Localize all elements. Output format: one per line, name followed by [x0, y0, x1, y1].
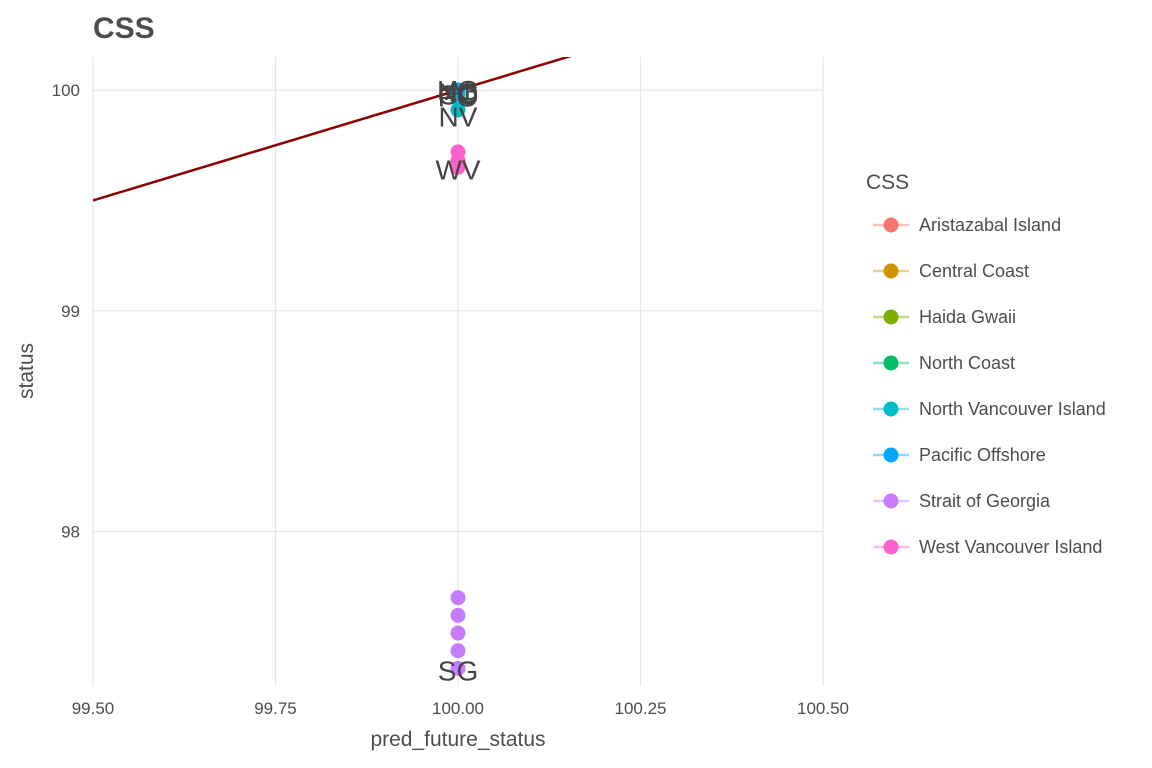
legend-label: Pacific Offshore — [919, 445, 1046, 465]
legend-key-point — [883, 309, 899, 325]
legend-key-point — [883, 447, 899, 463]
legend-item: Strait of Georgia — [873, 491, 1051, 511]
point-label: HG — [437, 75, 479, 106]
x-tick-label: 99.75 — [254, 699, 297, 718]
data-point — [450, 82, 466, 98]
data-point — [450, 102, 466, 118]
legend: CSS Aristazabal Island Central Coast Haida… — [866, 171, 1106, 557]
chart-title: CSS — [93, 12, 155, 45]
legend-key-point — [883, 355, 899, 371]
data-points — [450, 82, 466, 676]
legend-label: North Coast — [919, 353, 1015, 373]
data-point — [450, 590, 466, 606]
point-label: SG — [438, 656, 478, 687]
point-label: WV — [435, 155, 480, 186]
data-point — [450, 159, 466, 175]
y-tick-label: 100 — [52, 81, 80, 100]
legend-label: Strait of Georgia — [919, 491, 1051, 511]
data-point — [450, 607, 466, 623]
legend-key-point — [883, 539, 899, 555]
x-tick-label: 100.00 — [432, 699, 484, 718]
x-axis-ticks: 99.50 99.75 100.00 100.25 100.50 — [72, 699, 849, 718]
x-axis-title: pred_future_status — [370, 728, 545, 751]
x-tick-label: 100.25 — [615, 699, 667, 718]
legend-label: North Vancouver Island — [919, 399, 1106, 419]
data-point — [450, 643, 466, 659]
y-tick-label: 98 — [61, 523, 80, 542]
legend-key-point — [883, 401, 899, 417]
point-label: PO — [438, 82, 478, 113]
legend-key-point — [883, 263, 899, 279]
point-label: CC — [438, 80, 478, 111]
legend-item: North Vancouver Island — [873, 399, 1106, 419]
legend-label: Aristazabal Island — [919, 215, 1061, 235]
legend-item: Central Coast — [873, 261, 1029, 281]
legend-item: Pacific Offshore — [873, 445, 1046, 465]
legend-title: CSS — [866, 171, 909, 194]
legend-label: West Vancouver Island — [919, 537, 1102, 557]
point-label: AI — [445, 75, 471, 106]
legend-item: North Coast — [873, 353, 1015, 373]
legend-item: West Vancouver Island — [873, 537, 1102, 557]
data-point — [450, 625, 466, 641]
y-tick-label: 99 — [61, 302, 80, 321]
x-tick-label: 100.50 — [797, 699, 849, 718]
point-label: NC — [438, 77, 478, 108]
x-tick-label: 99.50 — [72, 699, 115, 718]
legend-key-point — [883, 493, 899, 509]
legend-item: Aristazabal Island — [873, 215, 1061, 235]
y-axis-ticks: 98 99 100 — [52, 81, 80, 541]
point-label: NV — [439, 102, 478, 133]
legend-item: Haida Gwaii — [873, 307, 1016, 327]
data-point — [450, 660, 466, 676]
legend-label: Central Coast — [919, 261, 1029, 281]
legend-label: Haida Gwaii — [919, 307, 1016, 327]
legend-key-point — [883, 217, 899, 233]
y-axis-title: status — [15, 343, 38, 399]
